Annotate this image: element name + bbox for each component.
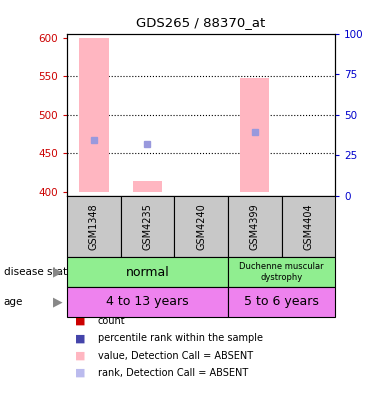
- Text: ▶: ▶: [52, 266, 62, 279]
- Text: disease state: disease state: [4, 267, 73, 277]
- Text: count: count: [98, 316, 125, 326]
- Text: ■: ■: [75, 333, 85, 343]
- Text: age: age: [4, 297, 23, 307]
- Text: GSM4235: GSM4235: [142, 203, 152, 250]
- Text: ■: ■: [75, 350, 85, 361]
- Text: GSM1348: GSM1348: [89, 204, 99, 250]
- Bar: [240, 78, 270, 192]
- Text: rank, Detection Call = ABSENT: rank, Detection Call = ABSENT: [98, 368, 248, 378]
- Text: ■: ■: [75, 316, 85, 326]
- Bar: [79, 38, 109, 192]
- Text: GSM4240: GSM4240: [196, 203, 206, 250]
- Text: value, Detection Call = ABSENT: value, Detection Call = ABSENT: [98, 350, 253, 361]
- Text: 4 to 13 years: 4 to 13 years: [106, 295, 189, 308]
- Text: normal: normal: [126, 266, 169, 279]
- Text: ■: ■: [75, 368, 85, 378]
- Text: GSM4404: GSM4404: [303, 204, 313, 250]
- Text: GSM4399: GSM4399: [250, 204, 260, 250]
- Text: ▶: ▶: [52, 295, 62, 308]
- Text: percentile rank within the sample: percentile rank within the sample: [98, 333, 263, 343]
- Bar: [133, 181, 162, 192]
- Text: Duchenne muscular
dystrophy: Duchenne muscular dystrophy: [239, 262, 324, 282]
- Text: 5 to 6 years: 5 to 6 years: [244, 295, 319, 308]
- Text: GDS265 / 88370_at: GDS265 / 88370_at: [136, 16, 266, 29]
